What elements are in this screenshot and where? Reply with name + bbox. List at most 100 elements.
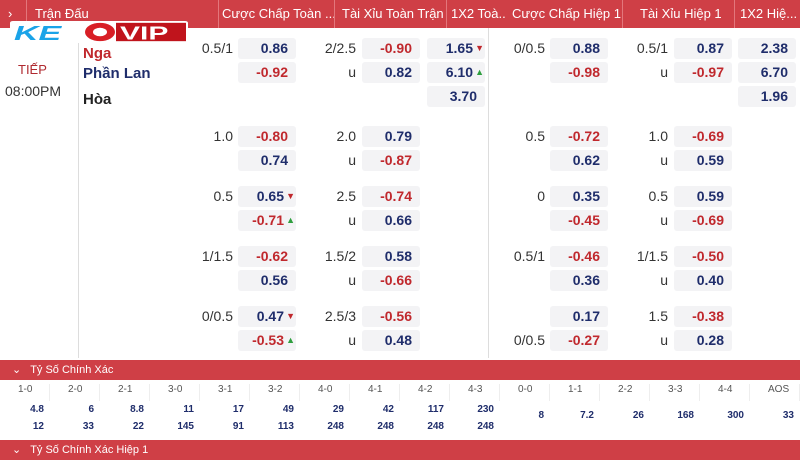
score-label: 4-3 (450, 384, 500, 401)
arrow-up-icon: ▲ (475, 67, 484, 77)
score-odds[interactable]: 17 (232, 404, 244, 415)
h1-hcap-odds[interactable]: -0.46 (550, 246, 608, 267)
h1-ou-line: u (660, 272, 668, 288)
score-odds[interactable]: 145 (177, 421, 194, 432)
ft-hcap-odds[interactable]: 0.65 ▼ (238, 186, 296, 207)
score-odds[interactable]: 7.2 (580, 410, 594, 421)
col-ft-1x2[interactable]: 1X2 Toà... (451, 6, 505, 21)
h1-hcap-odds[interactable]: 0.17 (550, 306, 608, 327)
h1-ou-odds[interactable]: -0.38 (674, 306, 732, 327)
h1-ou-odds[interactable]: -0.69 (674, 210, 732, 231)
h1-hcap-odds[interactable]: -0.72 (550, 126, 608, 147)
h1-hcap-odds[interactable]: -0.27 (550, 330, 608, 351)
score-label: 0-0 (500, 384, 550, 401)
score-odds[interactable]: 22 (132, 421, 144, 432)
col-ft-ou[interactable]: Tài Xỉu Toàn Trận (342, 6, 444, 21)
h1-hcap-line: 0/0.5 (513, 40, 545, 56)
h1-hcap-odds[interactable]: -0.45 (550, 210, 608, 231)
score-odds[interactable]: 26 (632, 410, 644, 421)
ft-hcap-odds[interactable]: -0.92 (238, 62, 296, 83)
score-odds[interactable]: 248 (377, 421, 394, 432)
h1-hcap-odds[interactable]: 0.36 (550, 270, 608, 291)
score-odds[interactable]: 230 (477, 404, 494, 415)
ft-hcap-odds[interactable]: 0.86 (238, 38, 296, 59)
ft-ou-odds[interactable]: 0.82 (362, 62, 420, 83)
h1-ou-odds[interactable]: 0.59 (674, 186, 732, 207)
ft-ou-line: u (348, 272, 356, 288)
score-label: 3-0 (150, 384, 200, 401)
score-odds[interactable]: 8.8 (130, 404, 144, 415)
ft-ou-odds[interactable]: 0.79 (362, 126, 420, 147)
ft-hcap-odds[interactable]: -0.80 (238, 126, 296, 147)
score-odds[interactable]: 33 (82, 421, 94, 432)
score-odds[interactable]: 168 (677, 410, 694, 421)
ft-hcap-odds[interactable]: 0.47 ▼ (238, 306, 296, 327)
h1-1x2-odds[interactable]: 2.38 (738, 38, 796, 59)
h1-ou-odds[interactable]: -0.69 (674, 126, 732, 147)
score-odds[interactable]: 49 (282, 404, 294, 415)
correct-score-h1-section-header[interactable]: ⌄ Tỷ Số Chính Xác Hiệp 1 (0, 440, 800, 460)
score-odds[interactable]: 248 (427, 421, 444, 432)
h1-hcap-line: 0/0.5 (513, 332, 545, 348)
ft-hcap-odds[interactable]: 0.56 (238, 270, 296, 291)
ft-hcap-odds[interactable]: 0.74 (238, 150, 296, 171)
score-odds[interactable]: 248 (327, 421, 344, 432)
h1-ou-odds[interactable]: 0.87 (674, 38, 732, 59)
home-team[interactable]: Nga (83, 45, 112, 62)
score-odds[interactable]: 4.8 (30, 404, 44, 415)
ft-hcap-odds[interactable]: -0.53 ▲ (238, 330, 296, 351)
ft-ou-line: 1.5/2 (324, 248, 356, 264)
ft-ou-odds[interactable]: 0.66 (362, 210, 420, 231)
score-odds[interactable]: 113 (277, 421, 294, 432)
col-h1-ou[interactable]: Tài Xỉu Hiệp 1 (640, 6, 722, 21)
ft-ou-line: u (348, 152, 356, 168)
ft-ou-odds[interactable]: -0.90 (362, 38, 420, 59)
score-odds[interactable]: 117 (427, 404, 444, 415)
ft-1x2-odds[interactable]: 1.65 ▼ (427, 38, 485, 59)
ft-ou-odds[interactable]: 0.58 (362, 246, 420, 267)
score-odds[interactable]: 8 (538, 410, 544, 421)
score-odds[interactable]: 300 (727, 410, 744, 421)
ft-hcap-odds[interactable]: -0.71 ▲ (238, 210, 296, 231)
ft-ou-odds[interactable]: -0.66 (362, 270, 420, 291)
h1-hcap-odds[interactable]: 0.88 (550, 38, 608, 59)
svg-text:KE: KE (14, 21, 63, 43)
h1-hcap-odds[interactable]: 0.35 (550, 186, 608, 207)
h1-1x2-odds[interactable]: 1.96 (738, 86, 796, 107)
ft-1x2-odds[interactable]: 6.10 ▲ (427, 62, 485, 83)
col-ft-hcap[interactable]: Cược Chấp Toàn ... (222, 6, 336, 21)
score-odds[interactable]: 29 (332, 404, 344, 415)
col-h1-1x2[interactable]: 1X2 Hiệ... (740, 6, 798, 21)
h1-ou-odds[interactable]: 0.40 (674, 270, 732, 291)
score-odds[interactable]: 11 (183, 404, 194, 415)
h1-1x2-odds[interactable]: 6.70 (738, 62, 796, 83)
keovip-logo: KE VIP (10, 21, 188, 43)
arrow-down-icon: ▼ (475, 43, 484, 53)
h1-ou-odds[interactable]: -0.50 (674, 246, 732, 267)
score-odds[interactable]: 12 (32, 421, 44, 432)
h1-ou-odds[interactable]: 0.28 (674, 330, 732, 351)
h1-hcap-odds[interactable]: -0.98 (550, 62, 608, 83)
ft-1x2-odds[interactable]: 3.70 (427, 86, 485, 107)
ft-hcap-line: 0.5/1 (201, 40, 233, 56)
score-label: 4-1 (350, 384, 400, 401)
away-team[interactable]: Phần Lan (83, 65, 151, 82)
ft-hcap-odds[interactable]: -0.62 (238, 246, 296, 267)
h1-hcap-odds[interactable]: 0.62 (550, 150, 608, 171)
ft-ou-odds[interactable]: 0.48 (362, 330, 420, 351)
score-odds[interactable]: 91 (232, 421, 244, 432)
ft-ou-odds[interactable]: -0.74 (362, 186, 420, 207)
score-odds[interactable]: 248 (477, 421, 494, 432)
h1-ou-odds[interactable]: -0.97 (674, 62, 732, 83)
score-odds[interactable]: 6 (88, 404, 94, 415)
score-odds[interactable]: 33 (782, 410, 794, 421)
h1-ou-line: 1/1.5 (636, 248, 668, 264)
ft-ou-odds[interactable]: -0.56 (362, 306, 420, 327)
ft-hcap-line: 0/0.5 (201, 308, 233, 324)
score-odds[interactable]: 42 (382, 404, 394, 415)
col-h1-hcap[interactable]: Cược Chấp Hiệp 1 (512, 6, 621, 21)
expand-button[interactable]: › (8, 6, 13, 21)
ft-ou-odds[interactable]: -0.87 (362, 150, 420, 171)
correct-score-section-header[interactable]: ⌄ Tỷ Số Chính Xác (0, 360, 800, 380)
h1-ou-odds[interactable]: 0.59 (674, 150, 732, 171)
